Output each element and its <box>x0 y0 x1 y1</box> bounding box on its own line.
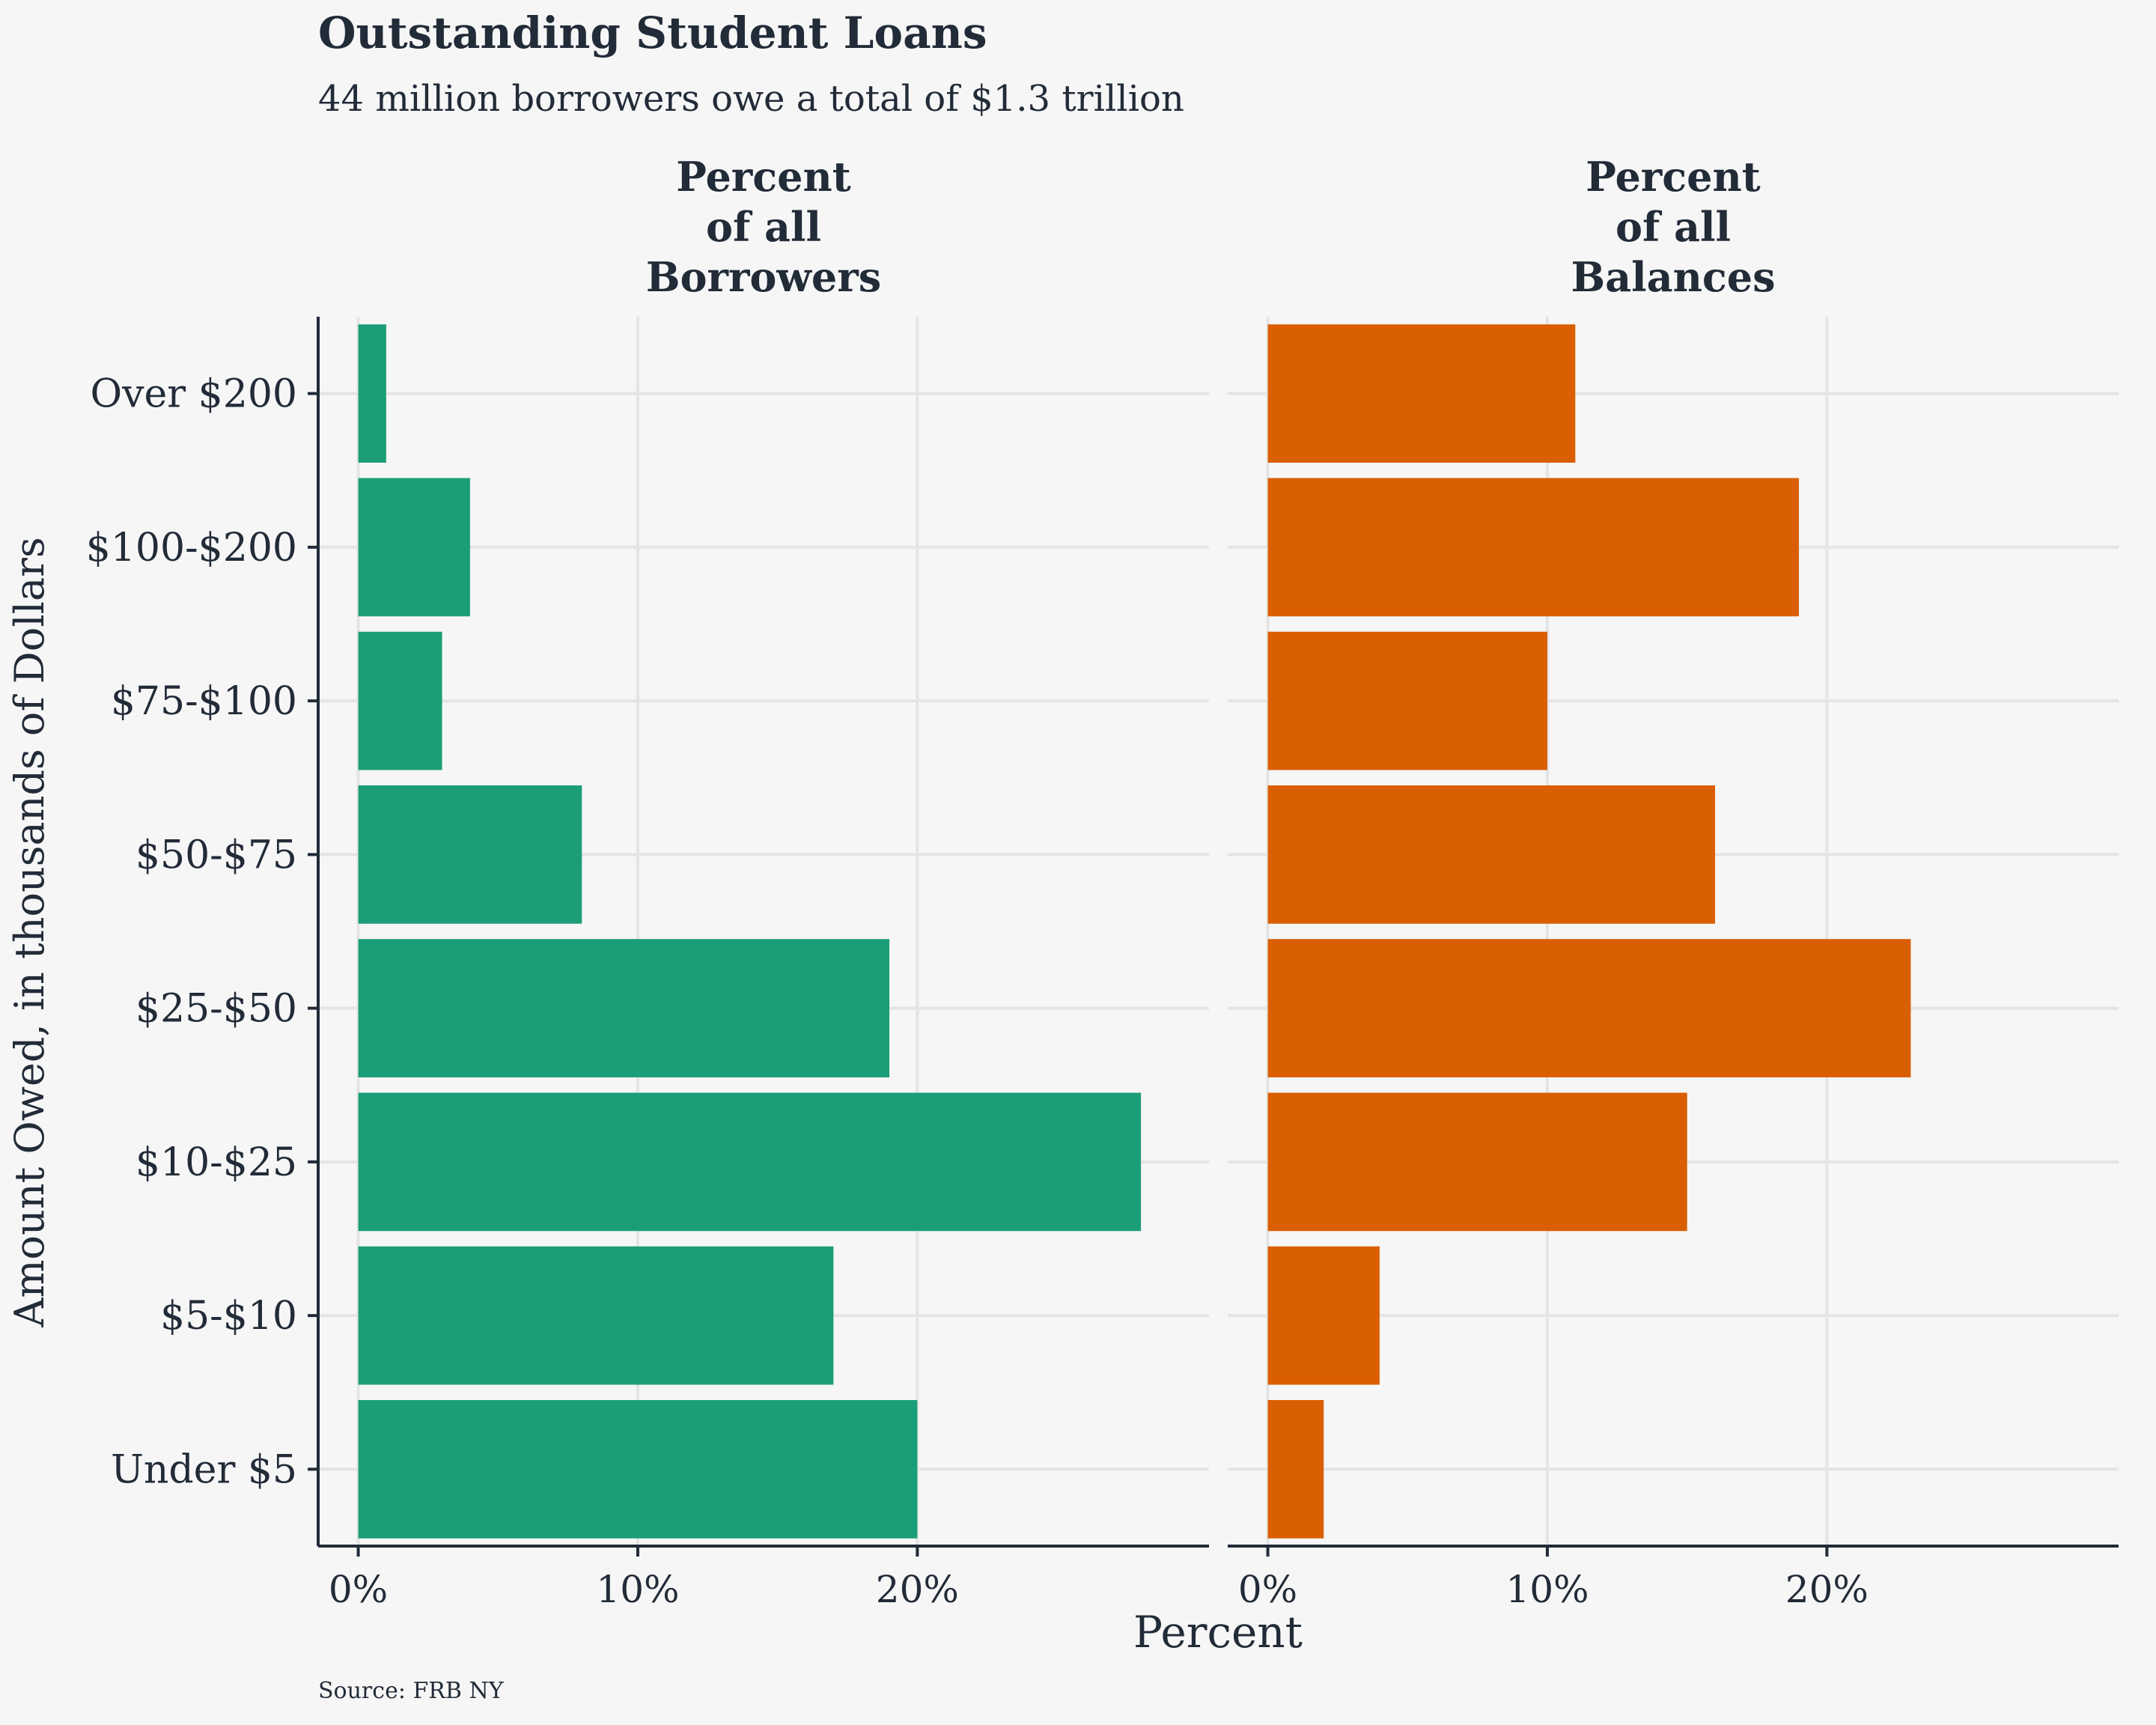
bar <box>358 631 442 770</box>
chart-title: Outstanding Student Loans <box>318 7 987 58</box>
bar <box>1267 785 1716 924</box>
y-tick-label: $10-$25 <box>135 1140 297 1185</box>
x-axis-label: Percent <box>1133 1607 1303 1658</box>
bar <box>358 1400 918 1539</box>
panel-title-line: Percent <box>676 153 850 201</box>
x-tick-label: 0% <box>1238 1568 1297 1611</box>
y-tick-label: $5-$10 <box>160 1294 297 1339</box>
panel-title-line: Percent <box>1586 153 1760 201</box>
x-tick-label: 20% <box>876 1568 959 1611</box>
x-tick-label: 20% <box>1785 1568 1869 1611</box>
bar <box>358 939 890 1077</box>
bar <box>358 785 582 924</box>
bar <box>1267 324 1576 463</box>
panel-title-line: of all <box>1616 203 1731 251</box>
bar <box>358 478 470 617</box>
y-tick-label: $75-$100 <box>111 679 297 724</box>
bar <box>1267 1246 1380 1385</box>
y-axis-label: Amount Owed, in thousands of Dollars <box>6 537 53 1327</box>
bar <box>358 324 386 463</box>
panel-title-line: of all <box>706 203 821 251</box>
bar <box>1267 478 1800 617</box>
chart-subtitle: 44 million borrowers owe a total of $1.3… <box>318 78 1184 120</box>
y-tick-label: $100-$200 <box>86 526 297 571</box>
source-note: Source: FRB NY <box>318 1678 505 1704</box>
panel-title-line: Borrowers <box>646 253 881 301</box>
y-tick-label: $50-$75 <box>135 833 297 877</box>
panel-title-line: Balances <box>1571 253 1775 301</box>
bar <box>1267 631 1547 770</box>
x-tick-label: 10% <box>596 1568 679 1611</box>
x-tick-label: 10% <box>1505 1568 1589 1611</box>
y-tick-label: Under $5 <box>111 1447 297 1492</box>
y-tick-label: $25-$50 <box>135 987 297 1032</box>
x-tick-label: 0% <box>329 1568 388 1611</box>
bar <box>358 1092 1142 1232</box>
bar <box>358 1246 834 1385</box>
bar <box>1267 1400 1324 1539</box>
y-tick-label: Over $200 <box>90 372 297 417</box>
bar <box>1267 1092 1687 1232</box>
bar <box>1267 939 1911 1077</box>
